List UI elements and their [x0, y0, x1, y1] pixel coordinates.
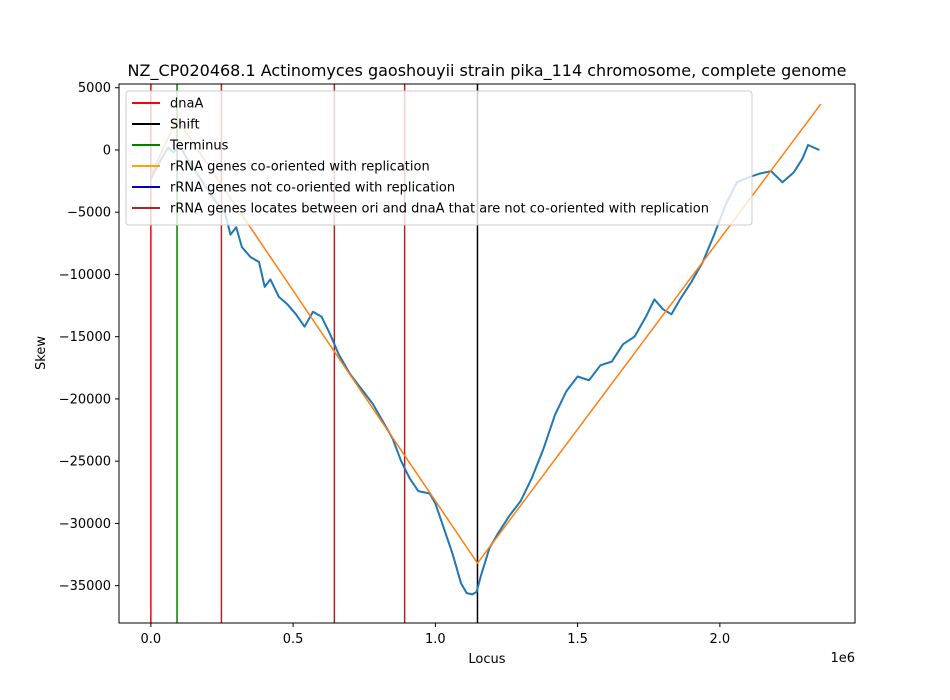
x-tick-label: 0.0: [141, 632, 162, 647]
legend-label: rRNA genes co-oriented with replication: [170, 160, 430, 175]
x-tick-label: 0.5: [283, 632, 304, 647]
y-tick-label: −15000: [59, 330, 111, 345]
legend-label: Terminus: [169, 139, 229, 154]
y-axis-label: Skew: [34, 336, 49, 370]
y-tick-label: −35000: [59, 579, 111, 594]
plot-frame: [118, 83, 856, 624]
y-tick-label: 5000: [78, 81, 111, 96]
y-tick-label: −20000: [59, 392, 111, 407]
series-line-skew: [150, 144, 820, 596]
legend-label: Shift: [170, 118, 200, 133]
legend-box: [125, 90, 753, 226]
x-tick-label: 1.5: [567, 632, 588, 647]
y-tick-label: −30000: [59, 517, 111, 532]
x-tick-label: 2.0: [710, 632, 731, 647]
x-axis-offset: 1e6: [830, 651, 855, 666]
legend-label: rRNA genes locates between ori and dnaA …: [170, 202, 709, 217]
legend-label: dnaA: [170, 97, 203, 112]
chart-title: NZ_CP020468.1 Actinomyces gaoshouyii str…: [128, 61, 847, 81]
y-tick-label: −10000: [59, 268, 111, 283]
x-axis-ticks: 0.0 0.5 1.0 1.5 2.0: [141, 623, 731, 647]
y-tick-label: −25000: [59, 455, 111, 470]
legend: dnaA Shift Terminus rRNA genes co-oriented …: [125, 90, 753, 226]
y-tick-label: −5000: [67, 206, 111, 221]
legend-label: rRNA genes not co-oriented with replicat…: [170, 181, 455, 196]
x-tick-label: 1.0: [425, 632, 446, 647]
y-tick-label: 0: [103, 143, 111, 158]
x-axis-label: Locus: [468, 652, 505, 667]
y-axis-ticks: −35000 −30000 −25000 −20000 −15000 −10000 −500…: [59, 81, 119, 594]
